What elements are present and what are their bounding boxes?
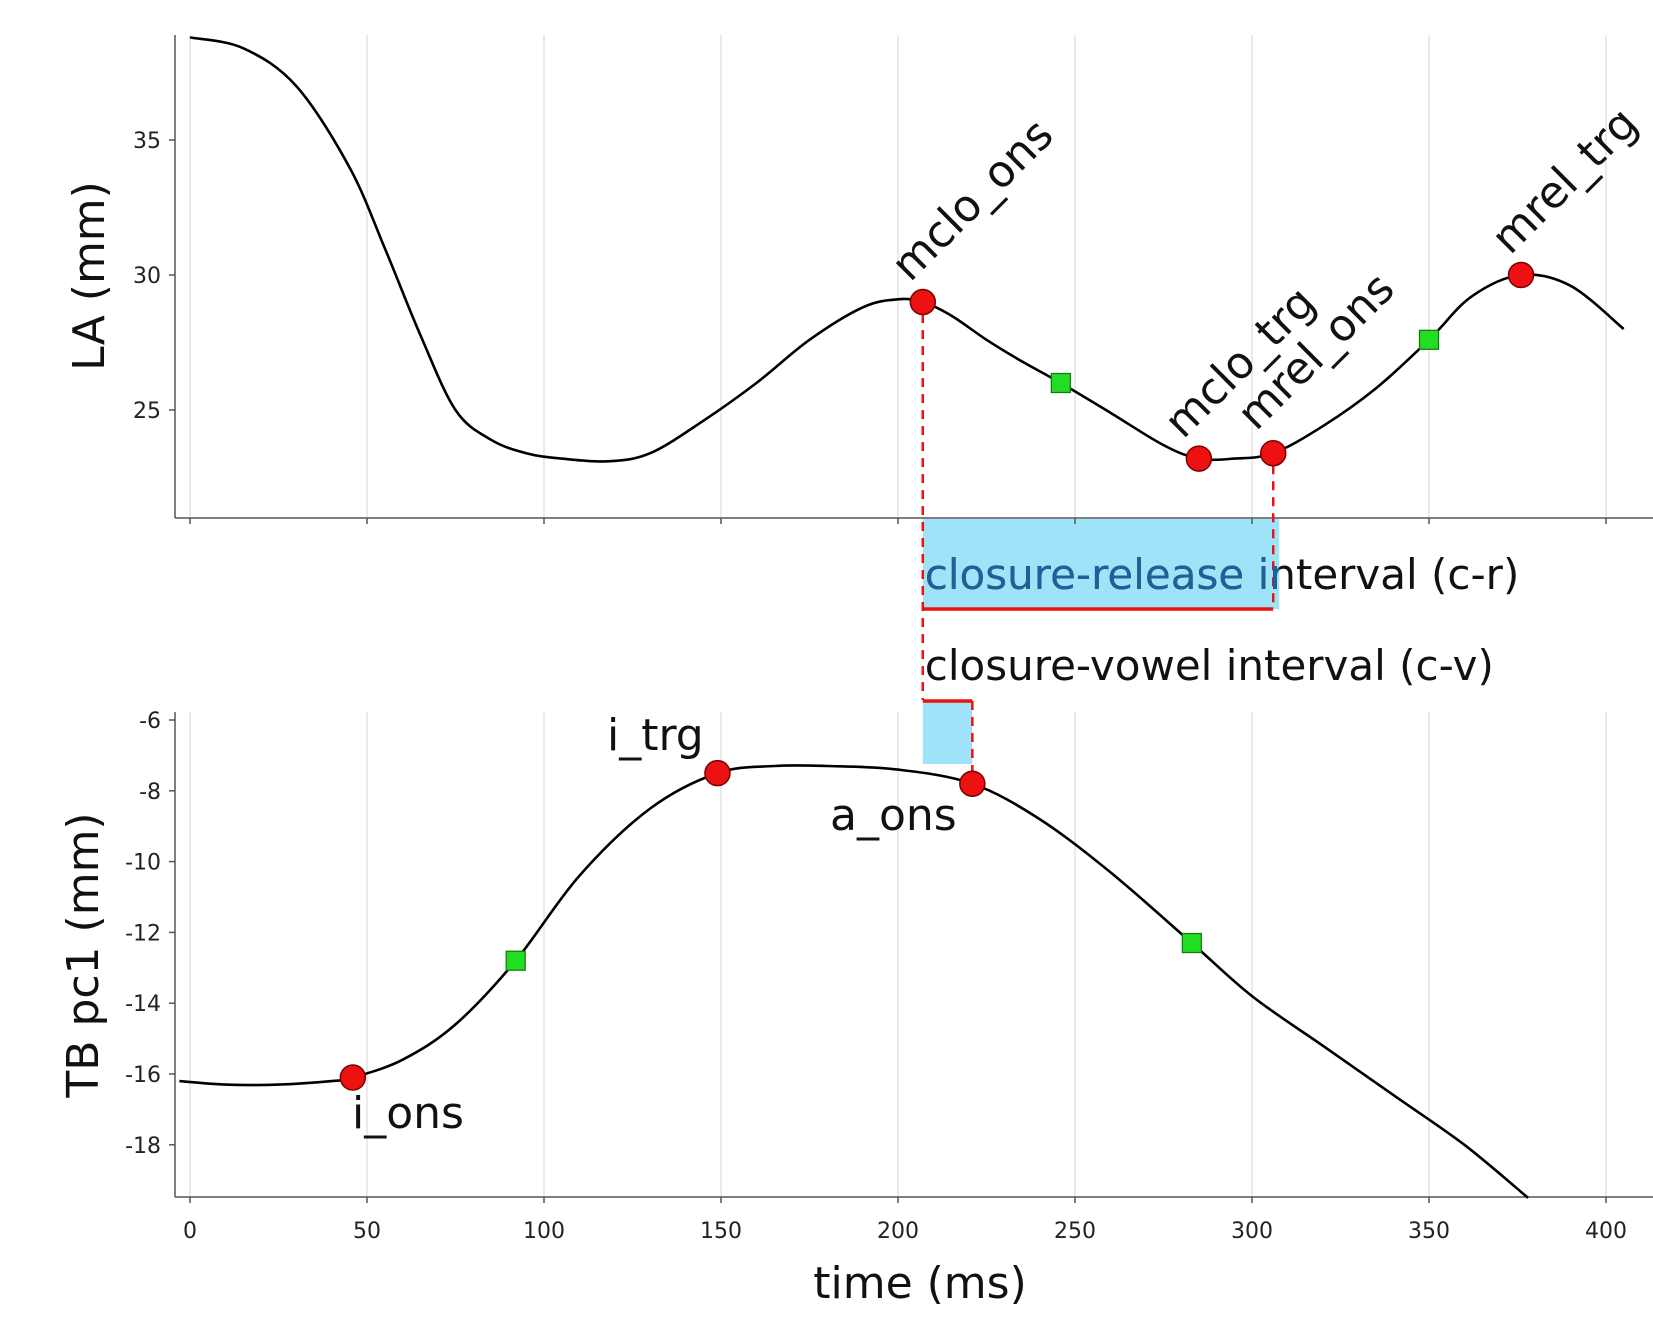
top-panel-gridlines bbox=[189, 35, 1607, 518]
mclo-ons-label: mclo_ons bbox=[882, 109, 1064, 291]
bottom-y-tick-label: -10 bbox=[125, 851, 161, 876]
top-event-marker bbox=[1185, 445, 1213, 472]
x-tick-label: 150 bbox=[700, 1219, 742, 1244]
bottom-panel-gridlines bbox=[189, 712, 1607, 1197]
bottom-velocity-marker bbox=[1181, 932, 1202, 954]
bottom-y-tick-labels: -6 -8 -10 -12 -14 -16 -18 bbox=[125, 709, 175, 1159]
bottom-y-tick-label: -18 bbox=[125, 1134, 161, 1159]
x-tick-label: 0 bbox=[183, 1219, 197, 1244]
top-event-marker bbox=[1259, 439, 1287, 467]
closure-vowel-interval-label: closure-vowel interval (c-v) bbox=[925, 641, 1494, 690]
x-tick-label: 350 bbox=[1408, 1219, 1450, 1244]
bottom-x-tick-labels: 0 50 100 150 200 250 300 350 400 bbox=[183, 1197, 1627, 1244]
closure-release-interval-label: closure-release interval (c-r) bbox=[925, 550, 1520, 599]
x-axis-title: time (ms) bbox=[813, 1258, 1027, 1309]
bottom-y-tick-label: -6 bbox=[139, 709, 161, 734]
closure-release-interval-label-overlay: closure-release interval (c-r) bbox=[925, 550, 1520, 599]
closure-release-highlight bbox=[922, 519, 1280, 609]
bottom-y-tick-label: -16 bbox=[125, 1063, 161, 1088]
closure-vowel-highlight bbox=[922, 701, 973, 764]
top-x-tick-marks bbox=[189, 518, 1607, 524]
top-panel-markers bbox=[909, 261, 1535, 472]
top-velocity-marker bbox=[1050, 372, 1071, 394]
la-trajectory-line bbox=[189, 36, 1625, 463]
x-tick-label: 250 bbox=[1054, 1219, 1096, 1244]
x-tick-label: 400 bbox=[1585, 1219, 1627, 1244]
top-y-tick-labels: 25 30 35 bbox=[133, 129, 175, 424]
top-event-marker bbox=[1507, 261, 1535, 289]
top-y-tick-label: 25 bbox=[133, 399, 161, 424]
i-trg-label: i_trg bbox=[607, 710, 704, 761]
x-tick-label: 300 bbox=[1231, 1219, 1273, 1244]
bottom-y-tick-label: -12 bbox=[125, 921, 161, 946]
top-y-tick-label: 35 bbox=[133, 129, 161, 154]
bottom-y-axis-title: TB pc1 (mm) bbox=[58, 812, 109, 1098]
top-velocity-marker bbox=[1418, 329, 1440, 350]
x-tick-label: 50 bbox=[353, 1219, 381, 1244]
a-ons-label: a_ons bbox=[830, 790, 957, 841]
bottom-y-tick-label: -14 bbox=[125, 992, 161, 1017]
top-y-axis-title: LA (mm) bbox=[64, 181, 115, 371]
bottom-y-tick-label: -8 bbox=[139, 780, 161, 805]
mrel-trg-label: mrel_trg bbox=[1482, 98, 1648, 264]
i-ons-label: i_ons bbox=[352, 1088, 464, 1139]
bottom-event-marker bbox=[339, 1064, 367, 1091]
bottom-velocity-marker bbox=[505, 950, 526, 971]
x-tick-label: 200 bbox=[877, 1219, 919, 1244]
interval-guide-lines bbox=[921, 314, 1275, 774]
bottom-panel-markers bbox=[339, 759, 1202, 1091]
top-y-tick-label: 30 bbox=[133, 264, 161, 289]
bottom-event-marker bbox=[704, 759, 731, 787]
top-event-marker bbox=[909, 288, 937, 316]
x-tick-label: 100 bbox=[523, 1219, 565, 1244]
bottom-event-marker bbox=[959, 770, 986, 797]
